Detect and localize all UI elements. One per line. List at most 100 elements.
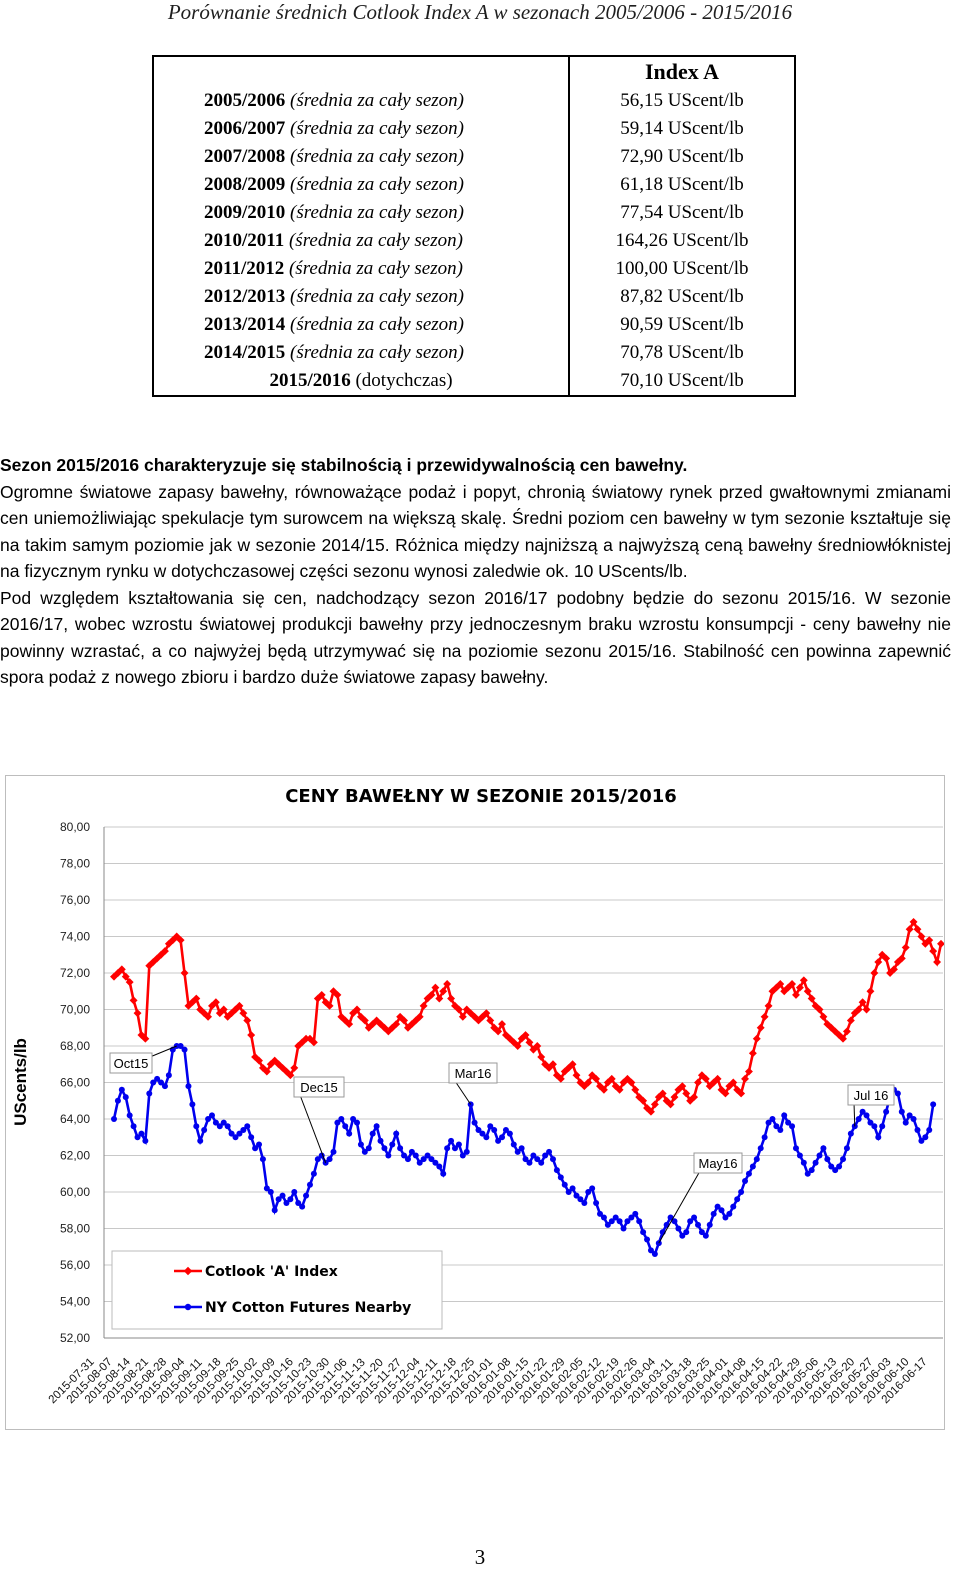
data-point: [338, 1116, 345, 1122]
data-point: [499, 1134, 506, 1141]
data-point: [354, 1119, 361, 1126]
data-point: [914, 1126, 921, 1133]
season-label: 2007/2008: [204, 146, 286, 167]
data-point: [158, 1079, 165, 1086]
data-point: [702, 1232, 709, 1239]
data-point: [836, 1163, 843, 1170]
data-point: [901, 943, 910, 952]
season-label: 2013/2014: [204, 314, 286, 335]
data-point: [671, 1218, 678, 1225]
data-point: [439, 987, 448, 996]
data-point: [675, 1225, 682, 1232]
data-point: [133, 1009, 142, 1018]
data-point: [687, 1218, 694, 1225]
data-point: [937, 939, 944, 948]
data-point: [306, 1181, 313, 1188]
data-point: [279, 1192, 286, 1199]
table-row-value: 164,26 UScent/lb: [615, 230, 749, 251]
data-point: [192, 994, 201, 1003]
table-row-value: 56,15 UScent/lb: [620, 90, 744, 111]
season-note: (średnia za cały sezon): [290, 342, 464, 363]
data-point: [694, 1221, 701, 1228]
table-row-season: 2005/2006 (średnia za cały sezon): [154, 87, 568, 115]
data-point: [483, 1134, 490, 1141]
legend-label: Cotlook 'A' Index: [205, 1264, 338, 1280]
data-point: [419, 1001, 428, 1010]
data-point: [443, 979, 452, 988]
legend-label: NY Cotton Futures Nearby: [205, 1300, 411, 1316]
data-point: [208, 1112, 215, 1119]
data-point: [185, 1083, 192, 1090]
data-point: [263, 1185, 270, 1192]
data-point: [211, 998, 220, 1007]
data-point: [463, 1148, 470, 1155]
data-point: [644, 1236, 651, 1243]
data-point: [342, 1123, 349, 1130]
annotation-label: Oct15: [114, 1056, 149, 1071]
data-point: [236, 1130, 243, 1137]
series-line-0: [113, 919, 943, 1114]
data-point: [346, 1130, 353, 1137]
data-point: [855, 1116, 862, 1122]
season-column-header: [154, 57, 568, 87]
data-point: [244, 1123, 251, 1130]
data-point: [216, 1123, 223, 1130]
table-row-season: 2015/2016 (dotychczas): [154, 367, 568, 395]
data-point: [577, 1196, 584, 1203]
data-point: [495, 1137, 502, 1144]
season-note: (średnia za cały sezon): [290, 286, 464, 307]
data-point: [248, 1134, 255, 1141]
data-point: [714, 1203, 721, 1210]
data-point: [604, 1221, 611, 1228]
table-row-value: 70,78 UScent/lb: [620, 342, 744, 363]
data-point: [447, 994, 456, 1003]
table-row-season: 2007/2008 (średnia za cały sezon): [154, 143, 568, 171]
data-point: [616, 1218, 623, 1225]
legend-box: [111, 1250, 443, 1330]
data-point: [416, 1159, 423, 1166]
season-label: 2005/2006: [204, 90, 286, 111]
data-point: [867, 1119, 874, 1126]
annotation-leader: [454, 1080, 472, 1105]
data-point: [796, 1152, 803, 1159]
table-row-value: 100,00 UScent/lb: [615, 258, 749, 279]
y-tick-label: 64,00: [60, 1112, 90, 1126]
data-point: [636, 1218, 643, 1225]
data-point: [624, 1218, 631, 1225]
data-point: [180, 969, 189, 977]
data-point: [177, 1043, 184, 1049]
y-tick-label: 60,00: [60, 1185, 90, 1199]
data-point: [415, 1012, 424, 1021]
data-point: [534, 1156, 541, 1163]
data-point: [126, 1112, 133, 1119]
data-point: [181, 1046, 188, 1053]
data-point: [165, 1072, 172, 1079]
data-point: [694, 1078, 702, 1087]
data-point: [121, 972, 130, 981]
data-point: [408, 1148, 415, 1155]
data-point: [765, 1119, 772, 1126]
annotation-label: May16: [698, 1156, 737, 1171]
data-point: [557, 1174, 564, 1181]
data-point: [874, 958, 883, 967]
annotation-leader: [299, 1094, 327, 1163]
data-point: [420, 1156, 427, 1163]
data-point: [585, 1189, 592, 1195]
data-point: [593, 1199, 600, 1206]
annotation-label: Dec15: [300, 1080, 338, 1095]
data-point: [752, 1034, 761, 1043]
data-point: [117, 965, 126, 974]
data-point: [533, 1042, 542, 1050]
data-point: [726, 1210, 733, 1217]
data-point: [828, 1163, 835, 1170]
data-point: [487, 1123, 494, 1130]
table-row-season: 2009/2010 (średnia za cały sezon): [154, 199, 568, 227]
data-point: [749, 1163, 756, 1170]
data-point: [389, 1141, 396, 1148]
data-point: [785, 1119, 792, 1126]
data-point: [628, 1214, 635, 1221]
data-point: [789, 1123, 796, 1130]
data-point: [451, 1145, 458, 1152]
data-point: [866, 987, 875, 996]
data-point: [129, 996, 138, 1005]
